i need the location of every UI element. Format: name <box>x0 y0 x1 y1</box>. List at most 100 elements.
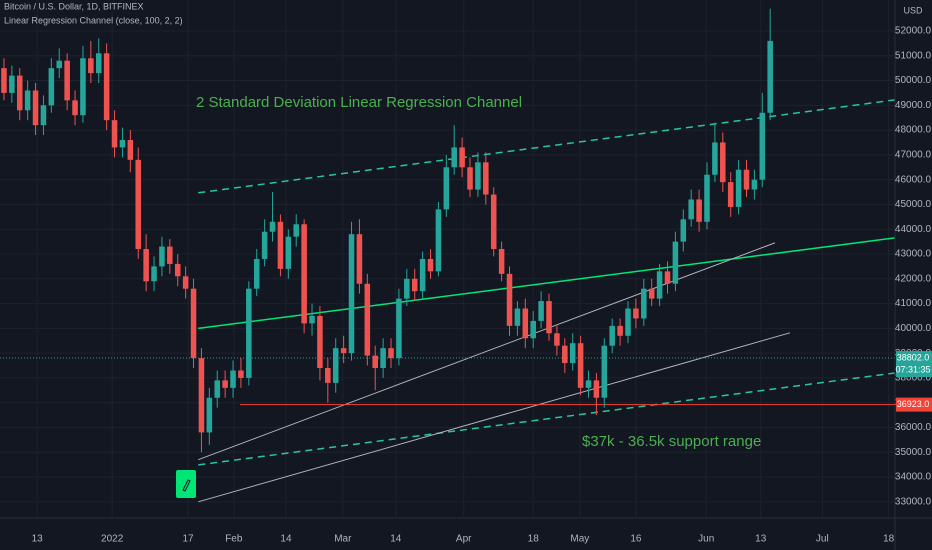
axes: 33000.034000.035000.036000.037000.038000… <box>32 26 932 545</box>
x-tick-label: 18 <box>883 534 895 545</box>
candle-body <box>340 348 347 354</box>
x-tick-label: 17 <box>182 534 194 545</box>
candle-body <box>514 308 521 326</box>
price-label-box <box>896 397 932 412</box>
candle-body <box>577 343 584 388</box>
channel-line <box>198 372 896 466</box>
candle-body <box>348 234 355 354</box>
candle-body <box>238 370 244 378</box>
y-tick-label: 47000.0 <box>895 150 932 161</box>
candle-body <box>222 380 228 388</box>
candle-body <box>111 120 118 148</box>
x-tick-label: Jun <box>698 534 714 545</box>
candle-body <box>103 53 110 121</box>
candle-body <box>735 169 742 207</box>
candle-body <box>443 167 450 210</box>
channel-line <box>198 99 896 194</box>
currency: USD <box>903 5 923 15</box>
candle-body <box>182 276 189 289</box>
candle-body <box>498 249 505 274</box>
x-tick-label: Jul <box>816 534 829 545</box>
annotation: 2 Standard Deviation Linear Regression C… <box>196 94 522 111</box>
candle-body <box>617 325 623 336</box>
candle-body <box>712 142 718 175</box>
candle-body <box>696 199 702 222</box>
candle-body <box>483 162 489 195</box>
candle-body <box>317 315 323 368</box>
y-tick-label: 40000.0 <box>895 323 932 334</box>
y-tick-label: 38000.0 <box>895 373 932 384</box>
candle-body <box>214 380 220 398</box>
candle-body <box>648 288 655 299</box>
x-tick-label: 14 <box>280 534 292 545</box>
candle-body <box>198 358 205 433</box>
candle-body <box>277 221 284 269</box>
y-tick-label: 35000.0 <box>895 447 932 458</box>
chart-subtitle: Linear Regression Channel (close, 100, 2… <box>4 15 183 25</box>
candle-body <box>680 219 687 242</box>
candle-body <box>1 68 7 93</box>
candle-body <box>127 140 134 160</box>
x-tick-label: Feb <box>225 534 243 545</box>
candle-body <box>751 179 758 190</box>
candle-body <box>688 199 694 220</box>
candle-body <box>404 278 410 299</box>
candle-body <box>585 380 592 388</box>
x-tick-label: 2022 <box>101 534 124 545</box>
y-tick-label: 41000.0 <box>895 298 932 309</box>
candle-body <box>285 236 292 269</box>
candle-body <box>664 271 671 284</box>
candle-body <box>396 298 402 359</box>
candle-body <box>609 325 615 346</box>
overlays <box>0 99 896 503</box>
channel-line <box>198 237 896 330</box>
candle-body <box>309 315 315 324</box>
candle-body <box>451 147 457 168</box>
candle-body <box>332 348 339 383</box>
candle-body <box>48 68 55 106</box>
x-tick-label: May <box>570 534 589 545</box>
candle-body <box>206 397 213 433</box>
candle-body <box>427 258 434 272</box>
candle-body <box>625 308 631 336</box>
channel-line <box>198 332 791 503</box>
candle-body <box>530 320 536 339</box>
candle-body <box>459 147 465 168</box>
candle-body <box>767 40 773 113</box>
annotation: $37k - 36.5k support range <box>582 433 761 450</box>
y-tick-label: 43000.0 <box>895 249 932 260</box>
y-tick-label: 52000.0 <box>895 26 932 37</box>
candle-body <box>9 75 15 93</box>
chart-title: Bitcoin / U.S. Dollar, 1D, BITFINEX <box>4 1 144 11</box>
candle-body <box>593 380 600 398</box>
candle-body <box>601 345 608 398</box>
candle-body <box>159 246 165 267</box>
candle-body <box>475 162 481 190</box>
candle-body <box>546 301 552 334</box>
y-tick-label: 51000.0 <box>895 50 932 61</box>
candle-body <box>151 266 157 282</box>
candle-body <box>72 100 78 116</box>
y-tick-label: 33000.0 <box>895 496 932 507</box>
x-tick-label: 13 <box>755 534 767 545</box>
y-tick-label: 42000.0 <box>895 273 932 284</box>
candle-body <box>364 283 371 356</box>
candle-body <box>261 231 268 259</box>
x-tick-label: 16 <box>630 534 642 545</box>
y-tick-label: 44000.0 <box>895 224 932 235</box>
candle-body <box>269 221 276 232</box>
candle-body <box>293 224 299 237</box>
price-label: 38802.0 <box>897 352 930 362</box>
candle-body <box>253 258 260 289</box>
candle-body <box>143 249 149 282</box>
candle-body <box>522 308 529 339</box>
candle-body <box>167 246 173 264</box>
candle-body <box>641 288 647 319</box>
candle-body <box>64 60 70 101</box>
x-tick-label: 14 <box>390 534 402 545</box>
x-tick-label: Apr <box>456 534 472 545</box>
candle-body <box>633 308 639 319</box>
y-tick-label: 50000.0 <box>895 75 932 86</box>
